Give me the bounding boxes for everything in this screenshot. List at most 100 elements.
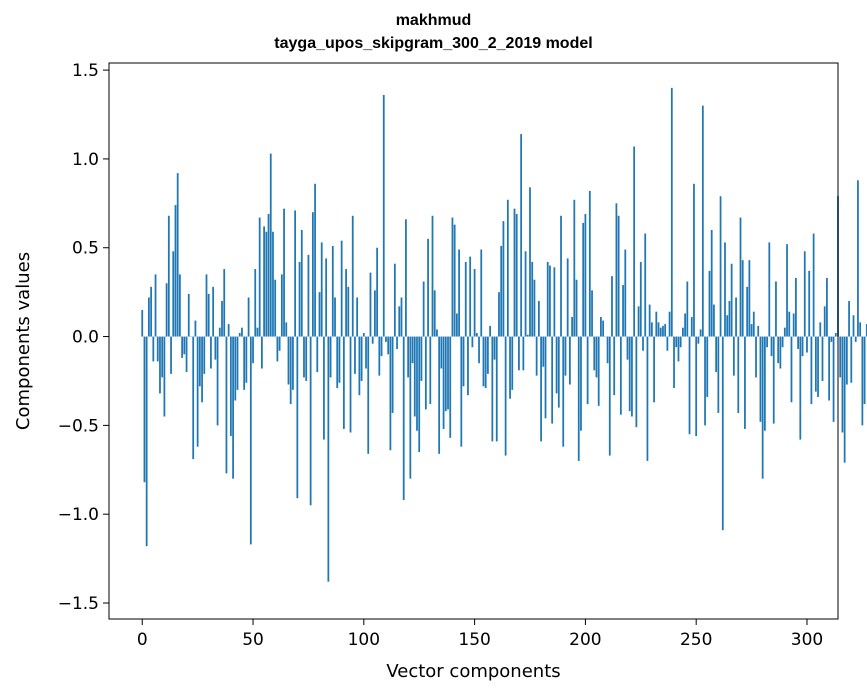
bar bbox=[582, 222, 585, 337]
bar bbox=[165, 283, 168, 337]
bar bbox=[657, 322, 660, 337]
bar bbox=[287, 336, 290, 385]
bar bbox=[413, 336, 416, 417]
bar bbox=[724, 242, 726, 337]
bar bbox=[362, 333, 365, 337]
bar bbox=[755, 336, 757, 378]
bar bbox=[405, 219, 407, 337]
bar bbox=[283, 208, 285, 337]
bar bbox=[442, 336, 445, 429]
bar bbox=[223, 269, 226, 337]
bar bbox=[786, 244, 788, 337]
bar bbox=[628, 336, 631, 412]
bar bbox=[447, 336, 449, 410]
bar bbox=[462, 336, 465, 387]
bar bbox=[278, 336, 281, 351]
bar bbox=[473, 269, 476, 337]
bar bbox=[307, 254, 310, 337]
bar bbox=[272, 231, 274, 337]
bar bbox=[424, 336, 427, 410]
bar bbox=[480, 249, 483, 337]
bar bbox=[416, 336, 418, 431]
bar bbox=[608, 336, 611, 456]
x-tick-label: 200 bbox=[569, 630, 601, 650]
bar bbox=[650, 322, 653, 337]
bar bbox=[303, 336, 305, 378]
bar bbox=[407, 336, 410, 378]
bar bbox=[542, 336, 545, 367]
bar bbox=[675, 336, 678, 348]
bar bbox=[752, 311, 755, 337]
bar bbox=[145, 336, 148, 547]
bar bbox=[810, 336, 813, 405]
bar bbox=[584, 213, 587, 337]
bar bbox=[254, 269, 257, 337]
bar bbox=[256, 327, 259, 337]
bar bbox=[655, 311, 658, 337]
bar bbox=[750, 324, 753, 337]
bar bbox=[389, 336, 392, 451]
bar bbox=[500, 245, 503, 337]
bar bbox=[185, 336, 188, 373]
bar bbox=[498, 292, 500, 337]
bar bbox=[551, 336, 554, 424]
bar bbox=[214, 336, 217, 360]
bar bbox=[331, 245, 334, 337]
bar bbox=[537, 301, 540, 337]
bar bbox=[440, 336, 443, 369]
bar bbox=[557, 336, 560, 408]
bar bbox=[732, 336, 735, 376]
bar bbox=[770, 336, 773, 357]
bar bbox=[511, 336, 514, 390]
bar bbox=[626, 336, 629, 360]
bar bbox=[354, 336, 356, 374]
bar bbox=[668, 311, 671, 337]
bar bbox=[580, 336, 582, 431]
bar bbox=[586, 336, 589, 405]
bar bbox=[573, 199, 576, 337]
bar bbox=[763, 336, 766, 431]
bar bbox=[830, 336, 833, 342]
y-tick-label: 1.5 bbox=[72, 61, 99, 81]
bar bbox=[659, 327, 662, 337]
bar bbox=[201, 336, 203, 403]
bar bbox=[342, 336, 345, 429]
bar bbox=[311, 212, 314, 337]
bar bbox=[688, 336, 691, 435]
bar bbox=[713, 304, 715, 337]
bar bbox=[821, 336, 824, 381]
bar bbox=[546, 261, 549, 337]
bar bbox=[438, 336, 441, 454]
bar-series bbox=[141, 87, 867, 582]
bar bbox=[152, 336, 155, 362]
bar bbox=[444, 336, 447, 412]
bar bbox=[422, 281, 425, 337]
bar bbox=[216, 336, 219, 426]
bar bbox=[646, 336, 649, 461]
bar bbox=[779, 336, 782, 369]
bar bbox=[518, 336, 520, 371]
bar bbox=[329, 336, 332, 378]
bar bbox=[183, 336, 186, 355]
bar bbox=[467, 336, 469, 396]
bar bbox=[684, 313, 686, 337]
bar bbox=[347, 286, 350, 337]
bar bbox=[475, 333, 478, 337]
bar bbox=[591, 290, 593, 337]
bar bbox=[597, 336, 600, 406]
bar bbox=[187, 293, 190, 337]
bar bbox=[744, 336, 746, 429]
bar bbox=[708, 270, 711, 337]
bar bbox=[854, 336, 857, 342]
bar bbox=[704, 336, 706, 426]
bar bbox=[504, 336, 507, 456]
bar bbox=[806, 336, 808, 353]
bar bbox=[863, 336, 866, 405]
bar bbox=[679, 336, 682, 348]
bar bbox=[569, 336, 571, 385]
bar bbox=[376, 247, 378, 337]
bar bbox=[205, 274, 208, 337]
bar bbox=[832, 336, 835, 422]
bar bbox=[642, 336, 644, 351]
bar bbox=[167, 215, 170, 337]
